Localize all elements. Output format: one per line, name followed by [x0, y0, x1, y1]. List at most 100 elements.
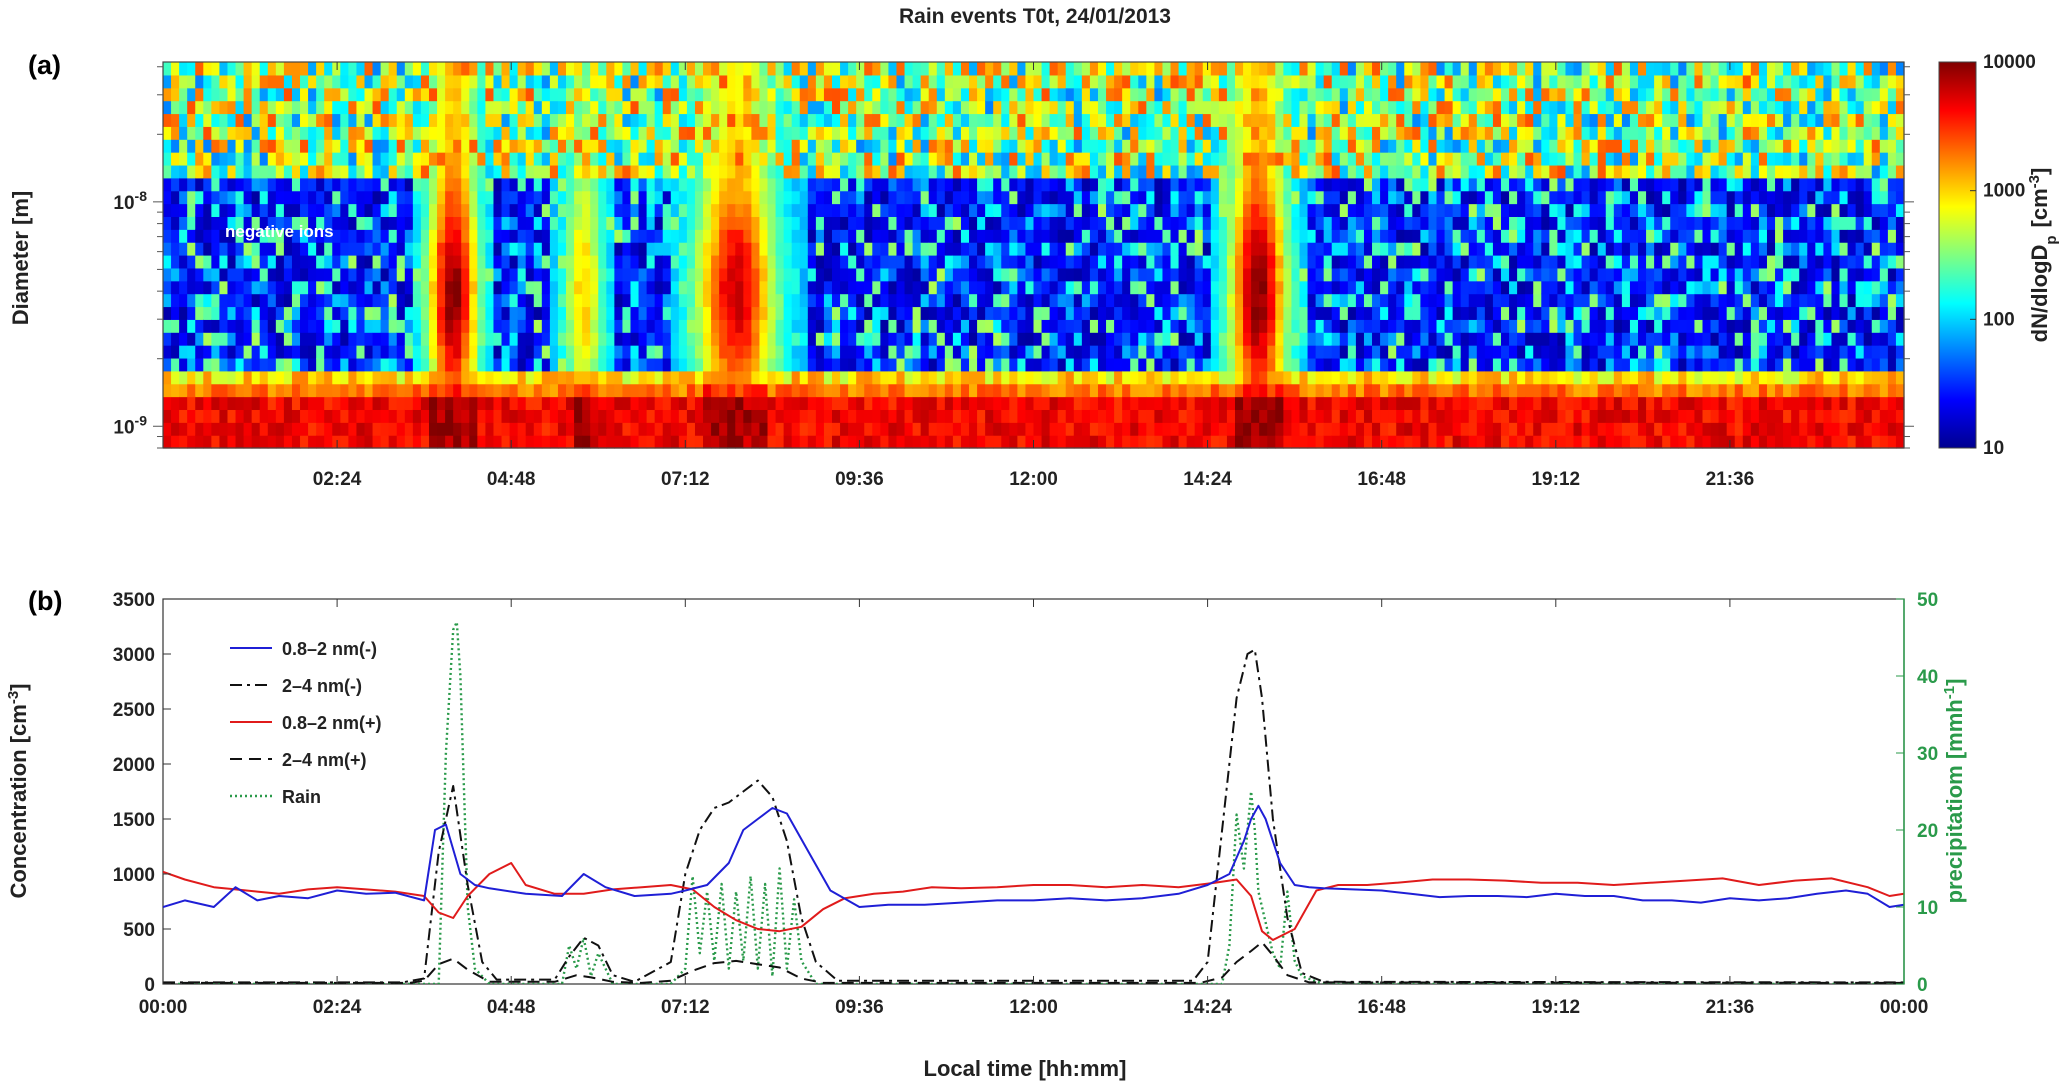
heatmap-cell [1363, 203, 1373, 217]
heatmap-cell [485, 293, 495, 308]
heatmap-cell [541, 87, 551, 102]
heatmap-cell [1243, 177, 1252, 192]
heatmap-cell [920, 229, 930, 243]
heatmap-cell [453, 293, 462, 308]
heatmap-cell [807, 164, 817, 179]
heatmap-cell [1436, 435, 1446, 449]
heatmap-cell [823, 139, 833, 153]
heatmap-cell [1009, 409, 1018, 423]
heatmap-cell [840, 74, 849, 89]
heatmap-cell [936, 293, 946, 308]
heatmap-cell [316, 190, 325, 205]
heatmap-cell [1146, 422, 1155, 436]
heatmap-cell [944, 422, 954, 436]
heatmap-cell [670, 422, 680, 436]
heatmap-cell [1299, 396, 1309, 410]
heatmap-cell [1235, 203, 1244, 217]
heatmap-cell [235, 255, 245, 269]
heatmap-cell [1218, 435, 1228, 449]
heatmap-cell [557, 164, 567, 179]
heatmap-cell [1106, 435, 1115, 449]
heatmap-cell [582, 267, 591, 282]
heatmap-cell [1218, 242, 1228, 256]
heatmap-cell [412, 152, 422, 166]
heatmap-cell [1347, 383, 1357, 398]
heatmap-cell [501, 383, 511, 398]
heatmap-cell [445, 370, 454, 385]
heatmap-cell [888, 255, 898, 269]
heatmap-cell [1033, 229, 1043, 243]
heatmap-cell [614, 242, 624, 256]
heatmap-cell [1436, 242, 1446, 256]
heatmap-cell [1251, 229, 1260, 243]
heatmap-cell [1009, 332, 1018, 346]
heatmap-cell [493, 383, 503, 398]
heatmap-cell [187, 255, 196, 269]
heatmap-cell [711, 255, 720, 269]
heatmap-cell [1299, 74, 1309, 89]
heatmap-cell [1170, 229, 1180, 243]
heatmap-cell [1372, 435, 1381, 449]
heatmap-cell [985, 190, 994, 205]
heatmap-cell [807, 435, 817, 449]
heatmap-cell [316, 280, 325, 295]
heatmap-cell [574, 332, 583, 346]
heatmap-cell [654, 152, 664, 166]
heatmap-cell [1476, 216, 1486, 230]
heatmap-cell [308, 267, 317, 282]
heatmap-cell [686, 409, 696, 423]
heatmap-cell [775, 306, 785, 320]
heatmap-cell [211, 383, 221, 398]
heatmap-cell [654, 319, 664, 333]
heatmap-cell [1267, 87, 1276, 102]
heatmap-cell [1251, 280, 1260, 295]
heatmap-cell [275, 370, 285, 385]
heatmap-cell [469, 100, 478, 115]
heatmap-cell [275, 345, 285, 359]
heatmap-cell [960, 357, 970, 372]
heatmap-cell [807, 332, 817, 346]
heatmap-cell [1259, 255, 1268, 269]
heatmap-cell [1380, 332, 1389, 346]
heatmap-cell [960, 293, 970, 308]
heatmap-cell [872, 216, 881, 230]
heatmap-cell [259, 177, 269, 192]
heatmap-cell [235, 396, 245, 410]
heatmap-cell [485, 62, 495, 76]
heatmap-cell [1347, 139, 1357, 153]
heatmap-cell [1001, 164, 1010, 179]
heatmap-cell [767, 396, 777, 410]
heatmap-cell [1380, 293, 1389, 308]
heatmap-cell [856, 357, 865, 372]
heatmap-cell [404, 242, 414, 256]
heatmap-cell [517, 306, 527, 320]
heatmap-cell [356, 164, 366, 179]
heatmap-cell [1251, 203, 1260, 217]
heatmap-cell [1420, 87, 1430, 102]
heatmap-cell [1073, 113, 1083, 127]
heatmap-cell [1033, 126, 1043, 140]
heatmap-cell [203, 255, 212, 269]
heatmap-cell [1444, 139, 1454, 153]
heatmap-cell [1243, 203, 1252, 217]
heatmap-cell [227, 152, 237, 166]
heatmap-cell [517, 332, 527, 346]
heatmap-cell [324, 357, 333, 372]
heatmap-cell [799, 280, 809, 295]
heatmap-cell [985, 267, 994, 282]
heatmap-cell [412, 280, 422, 295]
heatmap-cell [1420, 113, 1430, 127]
heatmap-cell [1033, 74, 1043, 89]
heatmap-cell [364, 396, 374, 410]
heatmap-cell [638, 190, 648, 205]
heatmap-cell [1009, 164, 1018, 179]
heatmap-cell [1186, 293, 1196, 308]
heatmap-cell [1162, 422, 1172, 436]
heatmap-cell [1202, 345, 1212, 359]
heatmap-cell [1243, 357, 1252, 372]
heatmap-cell [638, 306, 648, 320]
heatmap-cell [727, 293, 736, 308]
heatmap-cell [1500, 396, 1510, 410]
heatmap-cell [1243, 422, 1252, 436]
heatmap-cell [211, 345, 221, 359]
